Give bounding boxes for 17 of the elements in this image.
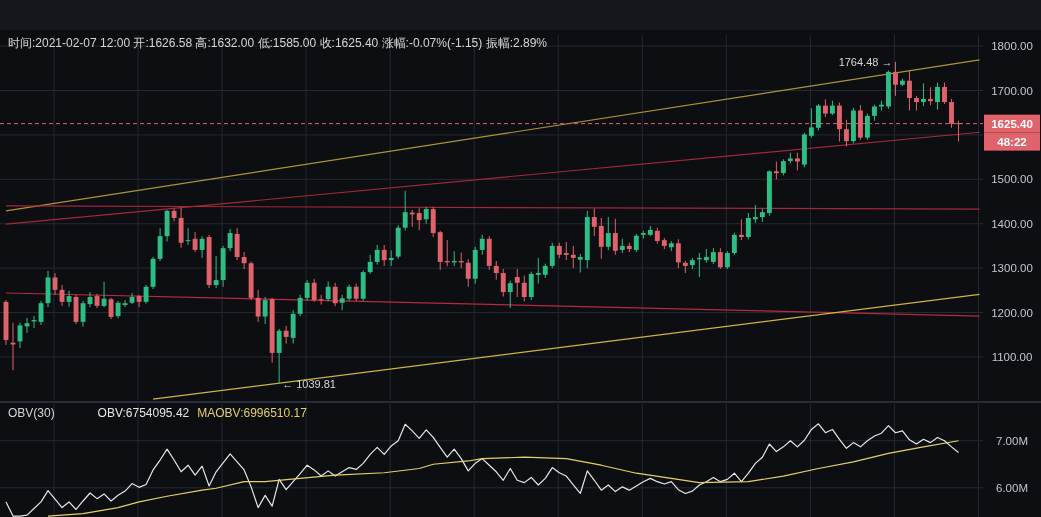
chart-title: OBV(30) xyxy=(8,406,55,420)
y-tick-label: 1500.00 xyxy=(991,173,1033,186)
y-tick-label: 7.00M xyxy=(996,434,1028,447)
y-tick-label: 1100.00 xyxy=(991,350,1033,363)
y-tick-label: 1800.00 xyxy=(991,40,1033,53)
text: 48:22 xyxy=(997,135,1027,148)
text: MAOBV:6996510.17 xyxy=(197,406,308,420)
chart-title: 时间:2021-02-07 12:00 开:1626.58 高:1632.00 低:1585.00 收:1625.40 涨幅:-0.07%(-1.15) 振幅:2.89% xyxy=(8,36,548,50)
y-tick-label: 6.00M xyxy=(996,481,1028,494)
annotation: ← 1039.81 xyxy=(282,377,336,390)
annotation: 1764.48 → xyxy=(838,55,893,68)
y-tick-label: 1200.00 xyxy=(991,306,1033,319)
y-tick-label: 1400.00 xyxy=(991,217,1033,230)
y-tick-label: 1700.00 xyxy=(991,84,1033,97)
y-tick-label: 1300.00 xyxy=(991,262,1033,275)
text: OBV:6754095.42 xyxy=(97,406,190,420)
ref-line-label: 1625.40 xyxy=(991,117,1033,130)
